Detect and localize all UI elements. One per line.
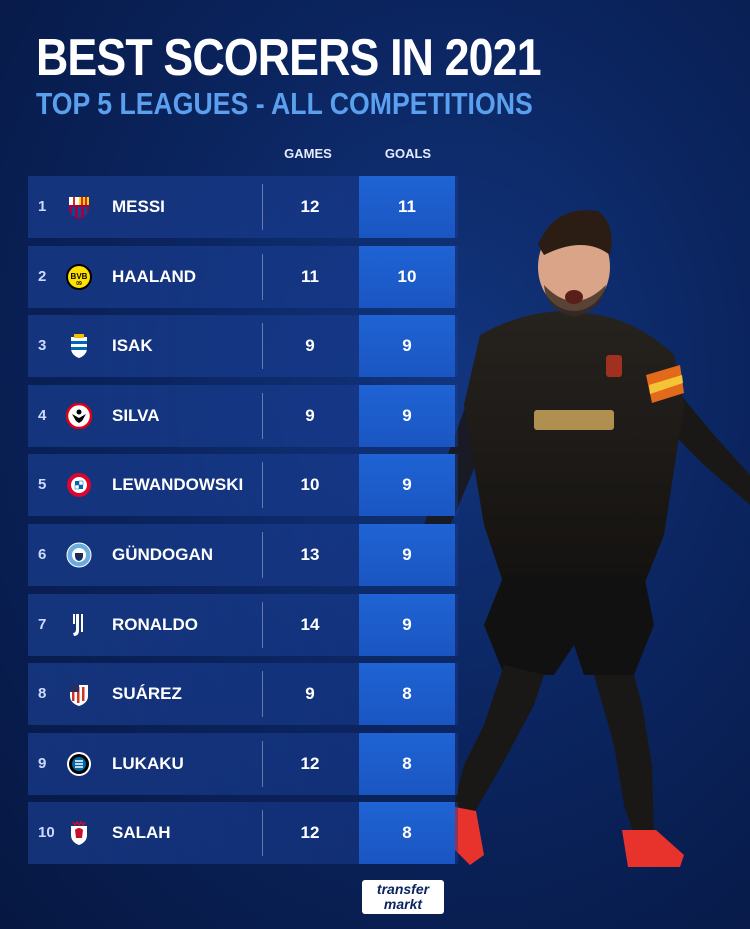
table-row: 2 BVB 09 HAALAND 11 10 [28, 245, 458, 308]
player-name: SALAH [112, 823, 171, 843]
table-row: 7 RONALDO 14 9 [28, 593, 458, 656]
goals-value: 8 [359, 732, 455, 795]
rank: 9 [38, 754, 47, 772]
real-sociedad-crest-icon [71, 334, 87, 359]
games-value: 12 [300, 753, 320, 773]
player-name: SUÁREZ [112, 684, 182, 704]
column-divider [262, 323, 263, 370]
bayern-munich-crest-icon [67, 473, 91, 498]
games-value: 12 [300, 197, 320, 216]
games-value: 14 [300, 614, 320, 634]
player-name: MESSI [112, 197, 165, 216]
column-divider [262, 253, 263, 300]
liverpool-crest-icon [71, 820, 87, 846]
column-divider [262, 671, 263, 718]
rank: 4 [38, 406, 47, 424]
rank: 1 [38, 198, 47, 215]
column-divider [262, 601, 263, 648]
inter-milan-crest-icon [67, 751, 91, 776]
player-name: RONALDO [112, 614, 198, 634]
rank: 8 [38, 685, 47, 703]
rank: 10 [38, 824, 55, 842]
table-row: 6 GÜNDOGAN 13 9 [28, 523, 458, 586]
games-value: 11 [301, 266, 319, 286]
manchester-city-crest-icon [66, 542, 92, 568]
column-header-games: GAMES [284, 146, 332, 161]
borussia-dortmund-crest-icon: BVB 09 [66, 263, 92, 290]
games-value: 13 [300, 544, 320, 564]
goals-value: 9 [359, 384, 455, 447]
player-celebrating-illustration [384, 210, 750, 867]
transfermarkt-logo: transfer markt [362, 880, 444, 914]
player-name: HAALAND [112, 266, 197, 286]
player-name: LEWANDOWSKI [112, 475, 244, 495]
column-divider [262, 810, 263, 857]
table-row: 9 LUKAKU 12 8 [28, 732, 458, 795]
goals-value: 9 [359, 454, 455, 517]
table-row: 5 LEWANDOWSKI 10 9 [28, 454, 458, 517]
table-row: 4 SILVA 9 9 [28, 384, 458, 447]
goals-value: 9 [359, 523, 455, 586]
rank: 7 [38, 615, 47, 633]
column-divider [262, 392, 263, 439]
atletico-madrid-crest-icon [70, 685, 88, 707]
player-name: GÜNDOGAN [112, 544, 214, 564]
goals-value: 8 [359, 802, 455, 865]
player-name: SILVA [112, 405, 160, 425]
page-title: BEST SCORERS IN 2021 [36, 29, 542, 87]
eintracht-frankfurt-crest-icon [66, 402, 92, 429]
juventus-crest-icon [73, 613, 83, 636]
column-header-goals: GOALS [384, 146, 432, 161]
fc-barcelona-crest-icon [69, 197, 89, 219]
column-divider [262, 531, 263, 578]
scorers-table: 1 MESSI 12 11 2 BVB 09 HAALAND 11 10 3 I… [28, 176, 458, 872]
table-row: 3 ISAK 9 9 [28, 315, 458, 378]
player-name: ISAK [112, 336, 153, 356]
games-value: 10 [300, 475, 320, 495]
svg-text:09: 09 [76, 281, 82, 287]
table-row: 8 SUÁREZ 9 8 [28, 663, 458, 726]
rank: 3 [38, 337, 47, 355]
goals-value: 9 [359, 593, 455, 656]
svg-text:BVB: BVB [71, 272, 88, 281]
rank: 6 [38, 545, 47, 563]
goals-value: 8 [359, 663, 455, 726]
column-divider [262, 462, 263, 509]
goals-value: 10 [359, 245, 455, 308]
goals-value: 11 [359, 176, 455, 238]
goals-value: 9 [359, 315, 455, 378]
page-subtitle: TOP 5 LEAGUES - ALL COMPETITIONS [36, 86, 533, 121]
column-divider [262, 184, 263, 230]
rank: 2 [38, 267, 47, 285]
table-row: 1 MESSI 12 11 [28, 176, 458, 238]
table-row: 10 SALAH 12 8 [28, 802, 458, 865]
games-value: 9 [305, 405, 315, 425]
player-name: LUKAKU [112, 753, 184, 773]
shirt-sponsor-mark [534, 410, 614, 430]
games-value: 9 [305, 684, 315, 704]
rank: 5 [38, 476, 47, 494]
games-value: 12 [300, 823, 320, 843]
games-value: 9 [305, 336, 315, 356]
column-divider [262, 740, 263, 787]
